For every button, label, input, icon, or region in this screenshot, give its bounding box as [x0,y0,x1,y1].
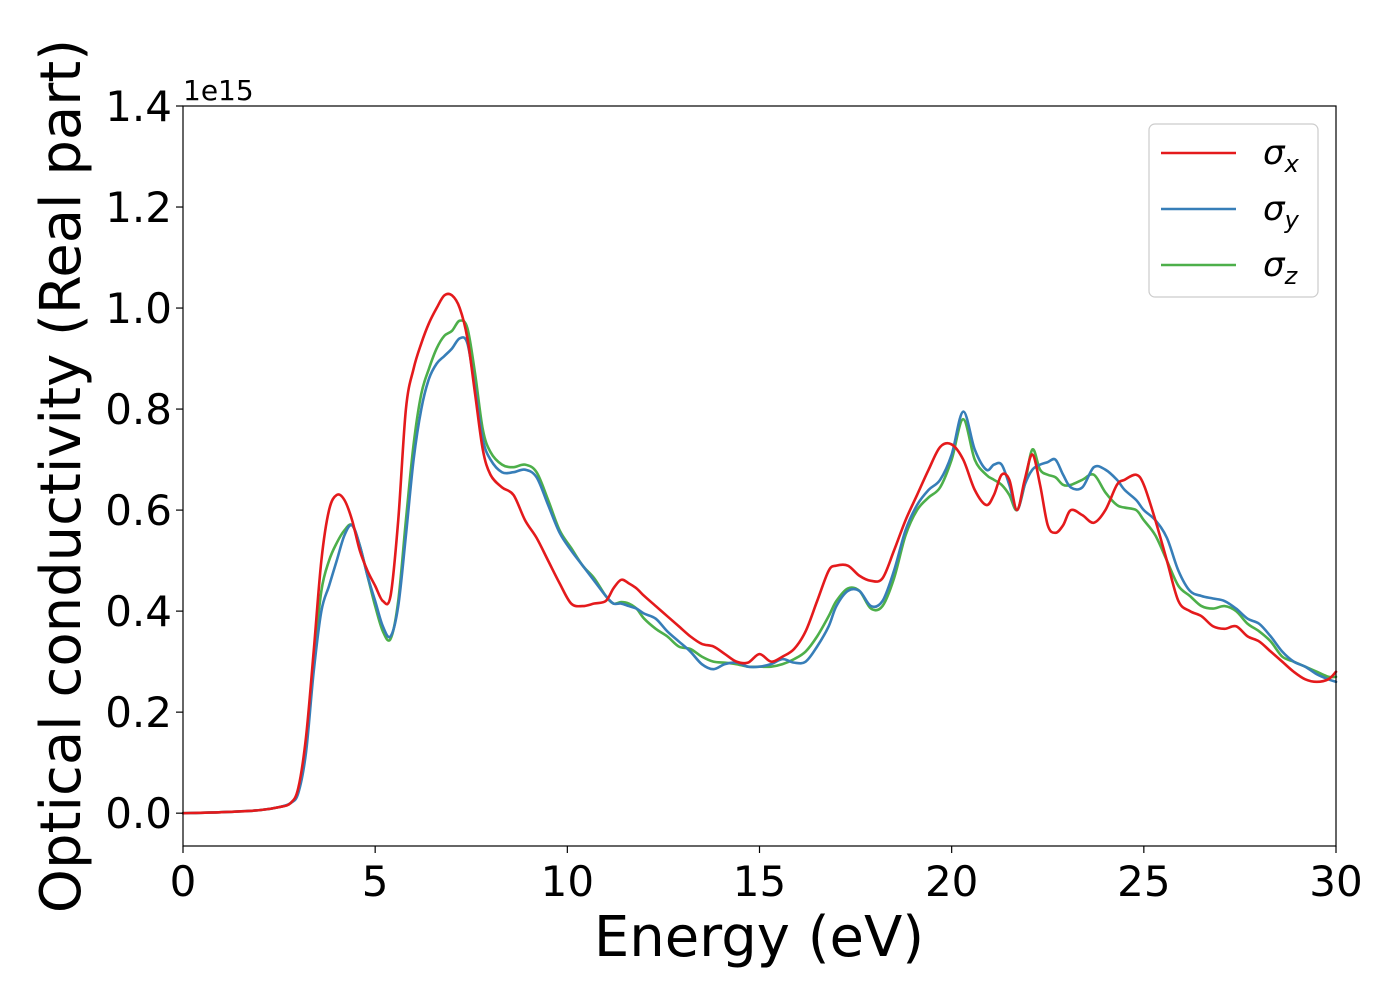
x-tick-label: 15 [733,857,786,906]
series-line-y [181,336,1338,815]
y-tick-label: 0.8 [105,385,172,434]
y-tick-label: 0.6 [105,486,172,535]
legend-subscript: x [1284,150,1300,178]
series-layer [181,292,1338,815]
legend-subscript: z [1284,262,1299,290]
legend-label-y: σy [1263,189,1300,234]
y-tick-label: 0.2 [105,688,172,737]
x-tick-label: 10 [541,857,594,906]
series-line-x [181,292,1338,815]
legend-label-z: σz [1263,245,1299,290]
legend-label-x: σx [1263,133,1300,178]
y-axis-label: Optical conductivity (Real part) [29,39,94,913]
x-tick-label: 30 [1309,857,1362,906]
y-tick-label: 0.4 [105,587,172,636]
y-tick-label: 1.0 [105,284,172,333]
y-tick-label: 0.0 [105,789,172,838]
x-axis-ticks: 0 5 10 15 20 25 30 [170,846,1363,906]
x-tick-label: 0 [170,857,197,906]
legend-symbol: σ [1263,189,1286,229]
y-axis-ticks: 0.0 0.2 0.4 0.6 0.8 1.0 1.2 1.4 [105,82,183,838]
legend-symbol: σ [1263,133,1286,173]
legend-box [1148,123,1319,298]
x-tick-label: 5 [362,857,389,906]
x-tick-label: 20 [925,857,978,906]
y-tick-label: 1.2 [105,183,172,232]
y-tick-label: 1.4 [105,82,172,131]
y-offset-label: 1e15 [183,74,254,107]
legend-subscript: y [1284,206,1300,234]
legend-symbol: σ [1263,245,1286,285]
x-tick-label: 25 [1117,857,1170,906]
x-axis-label: Energy (eV) [594,905,924,970]
